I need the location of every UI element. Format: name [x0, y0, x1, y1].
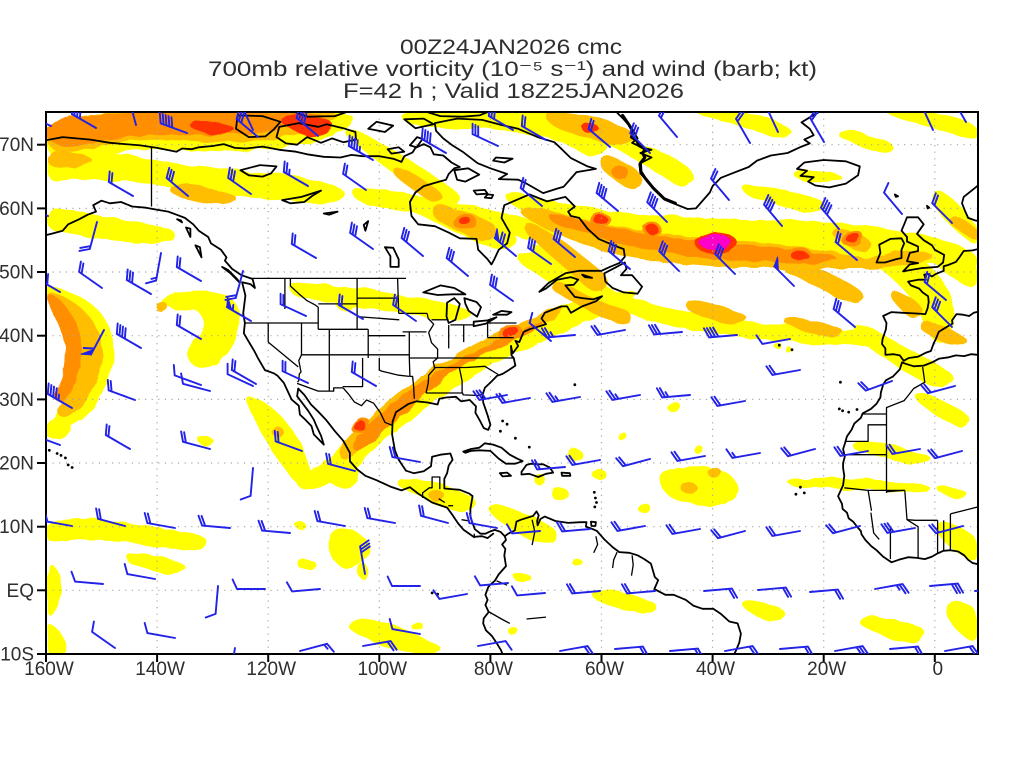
svg-text:10S: 10S	[0, 645, 34, 666]
svg-text:60N: 60N	[0, 199, 34, 220]
svg-text:F=42 h ; Valid 18Z25JAN2026: F=42 h ; Valid 18Z25JAN2026	[343, 80, 684, 103]
svg-text:80W: 80W	[474, 659, 513, 680]
svg-text:140W: 140W	[135, 659, 185, 680]
svg-text:0: 0	[933, 659, 944, 680]
svg-text:30N: 30N	[0, 390, 34, 411]
svg-text:20W: 20W	[807, 659, 846, 680]
svg-text:00Z24JAN2026 cmc: 00Z24JAN2026 cmc	[400, 36, 622, 59]
svg-text:160W: 160W	[24, 659, 74, 680]
svg-text:50N: 50N	[0, 263, 34, 284]
svg-text:20N: 20N	[0, 454, 34, 475]
svg-text:700mb relative vorticity (10⁻⁵: 700mb relative vorticity (10⁻⁵ s⁻¹) and …	[208, 58, 817, 81]
svg-text:EQ: EQ	[7, 581, 34, 602]
svg-text:40W: 40W	[696, 659, 735, 680]
svg-text:120W: 120W	[246, 659, 296, 680]
svg-text:10N: 10N	[0, 517, 34, 538]
svg-text:100W: 100W	[357, 659, 407, 680]
svg-text:60W: 60W	[585, 659, 624, 680]
svg-text:40N: 40N	[0, 326, 34, 347]
svg-text:70N: 70N	[0, 135, 34, 156]
